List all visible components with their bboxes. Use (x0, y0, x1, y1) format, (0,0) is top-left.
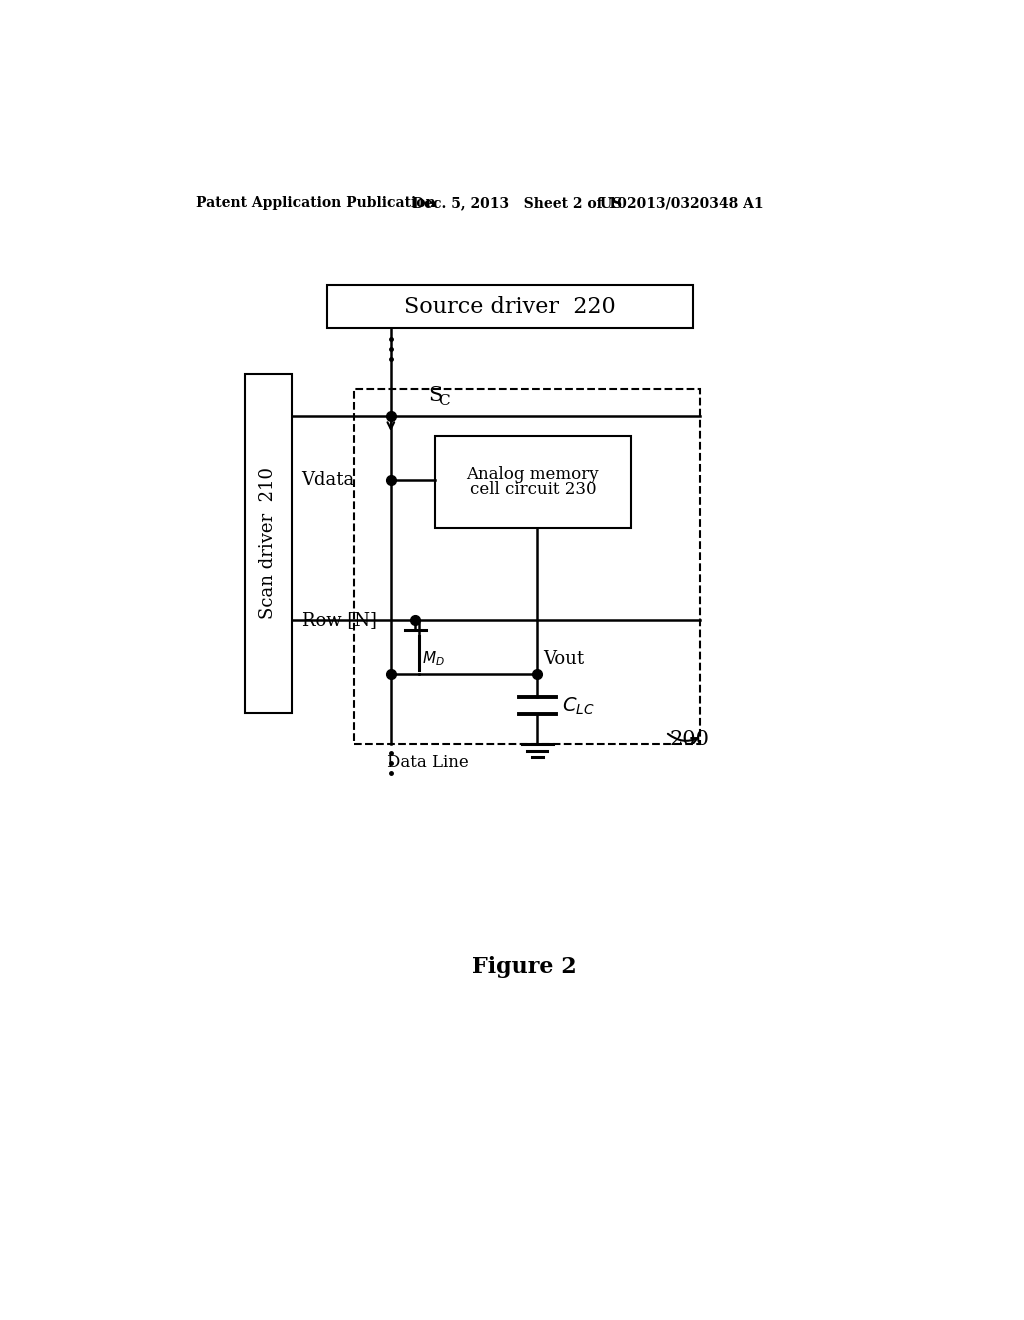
Text: Row [N]: Row [N] (301, 611, 377, 630)
Text: Analog memory: Analog memory (467, 466, 599, 483)
Text: Scan driver  210: Scan driver 210 (259, 467, 278, 619)
Text: S: S (428, 385, 442, 405)
Bar (354, 389, 700, 743)
Text: Data Line: Data Line (387, 754, 469, 771)
Text: Source driver  220: Source driver 220 (403, 296, 615, 318)
Text: Patent Application Publication: Patent Application Publication (196, 197, 435, 210)
Text: Vdata: Vdata (301, 471, 354, 490)
Text: cell circuit 230: cell circuit 230 (470, 480, 596, 498)
Text: US 2013/0320348 A1: US 2013/0320348 A1 (600, 197, 764, 210)
Text: $M_D$: $M_D$ (422, 649, 444, 668)
Text: Vout: Vout (544, 649, 585, 668)
Text: C: C (438, 393, 451, 408)
Text: $C_{LC}$: $C_{LC}$ (562, 696, 595, 717)
Bar (435, 436, 631, 528)
Bar (245, 374, 292, 713)
Text: Dec. 5, 2013   Sheet 2 of 10: Dec. 5, 2013 Sheet 2 of 10 (412, 197, 627, 210)
Text: Figure 2: Figure 2 (472, 956, 578, 978)
Text: 200: 200 (670, 730, 710, 750)
Bar (327, 285, 692, 327)
